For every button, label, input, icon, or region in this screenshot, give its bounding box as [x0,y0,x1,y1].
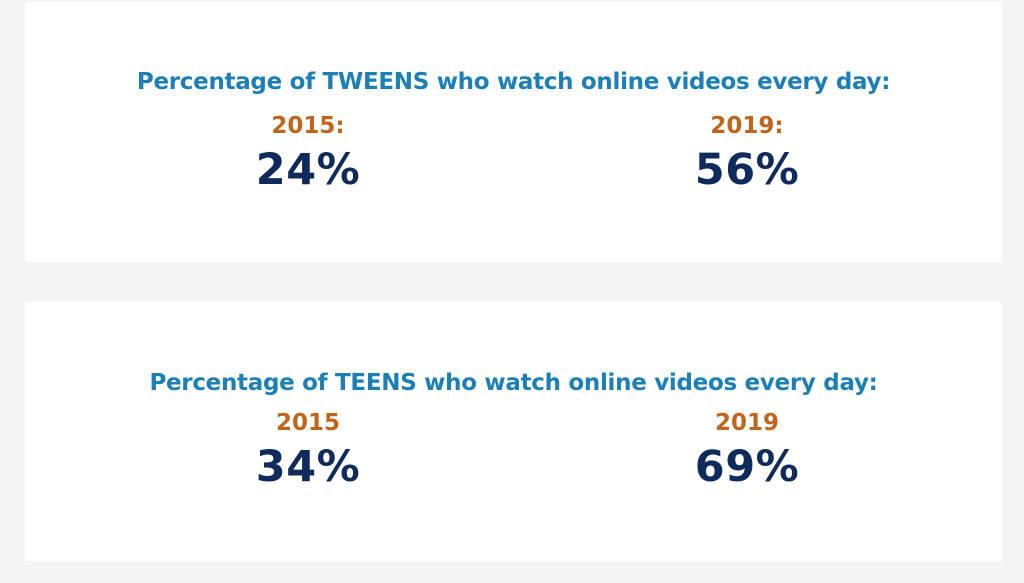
tweens-heading: Percentage of TWEENS who watch online vi… [136,69,891,95]
tweens-stat-card: Percentage of TWEENS who watch online vi… [25,2,1002,262]
tweens-value-2015: 24% [255,145,361,195]
teens-stat-card: Percentage of TEENS who watch online vid… [25,302,1002,561]
tweens-value-2019: 56% [694,145,800,195]
teens-stat-2019: 2019 69% [647,409,847,493]
tweens-year-2015: 2015: [271,113,345,139]
teens-value-2015: 34% [255,442,361,492]
tweens-stat-2015: 2015: 24% [208,112,408,196]
teens-year-2015: 2015 [275,410,340,436]
tweens-year-2019: 2019: [710,113,784,139]
teens-stat-2015: 2015 34% [208,409,408,493]
tweens-stat-2019: 2019: 56% [647,112,847,196]
teens-year-2019: 2019 [714,410,779,436]
teens-value-2019: 69% [694,442,800,492]
teens-heading: Percentage of TEENS who watch online vid… [149,370,878,396]
